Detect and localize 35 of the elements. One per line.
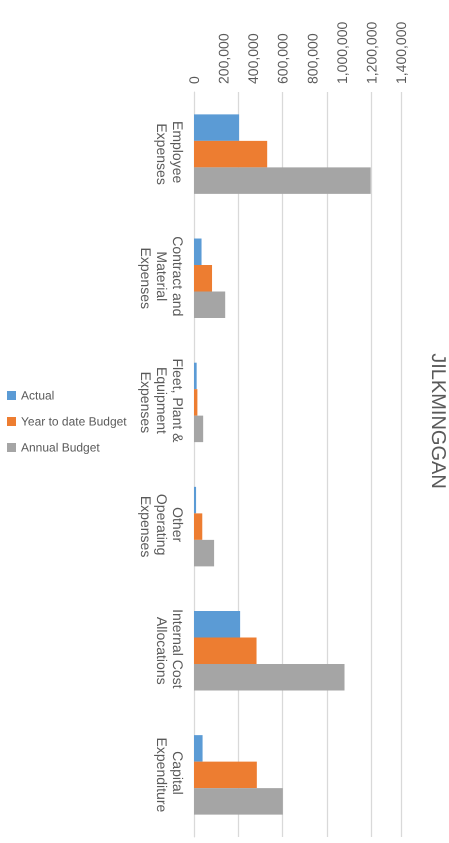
x-tick-label: 800,000 (304, 33, 320, 84)
bar (194, 611, 240, 638)
y-tick-label: Fleet, Plant & Equipment Expenses (138, 358, 186, 446)
x-tick-label: 600,000 (274, 33, 291, 84)
bar (194, 291, 226, 318)
bar (194, 540, 214, 566)
bar (194, 664, 345, 690)
bar (194, 788, 283, 815)
x-tick-label: 1,000,000 (334, 22, 350, 84)
x-tick-label: 0 (186, 76, 202, 84)
y-tick-label: Other Operating Expenses (138, 494, 186, 560)
legend-label: Annual Budget (21, 440, 100, 454)
bar (194, 167, 371, 194)
bar (194, 513, 202, 540)
legend-label: Actual (21, 388, 54, 402)
bar (194, 762, 257, 788)
x-tick-label: 1,400,000 (393, 22, 409, 84)
x-tick-label: 400,000 (245, 33, 262, 84)
y-tick-label: Employee Expenses (154, 121, 186, 188)
bar (194, 416, 204, 442)
x-tick-label: 200,000 (216, 33, 232, 84)
y-tick-label: Contract and Material Expenses (138, 236, 186, 320)
bar (194, 389, 198, 416)
x-tick-label: 1,200,000 (363, 22, 380, 84)
text: JILKMINGGAN (427, 353, 449, 489)
y-tick-label: Capital Expenditure (154, 738, 186, 812)
bar (194, 638, 257, 664)
y-tick-label: Internal Cost Allocations (154, 609, 186, 692)
bar (194, 362, 197, 390)
bar (194, 265, 212, 292)
bar (194, 735, 203, 762)
bar (194, 140, 268, 168)
bar (194, 238, 202, 266)
legend-label: Year to date Budget (21, 414, 128, 428)
bar (194, 114, 240, 141)
